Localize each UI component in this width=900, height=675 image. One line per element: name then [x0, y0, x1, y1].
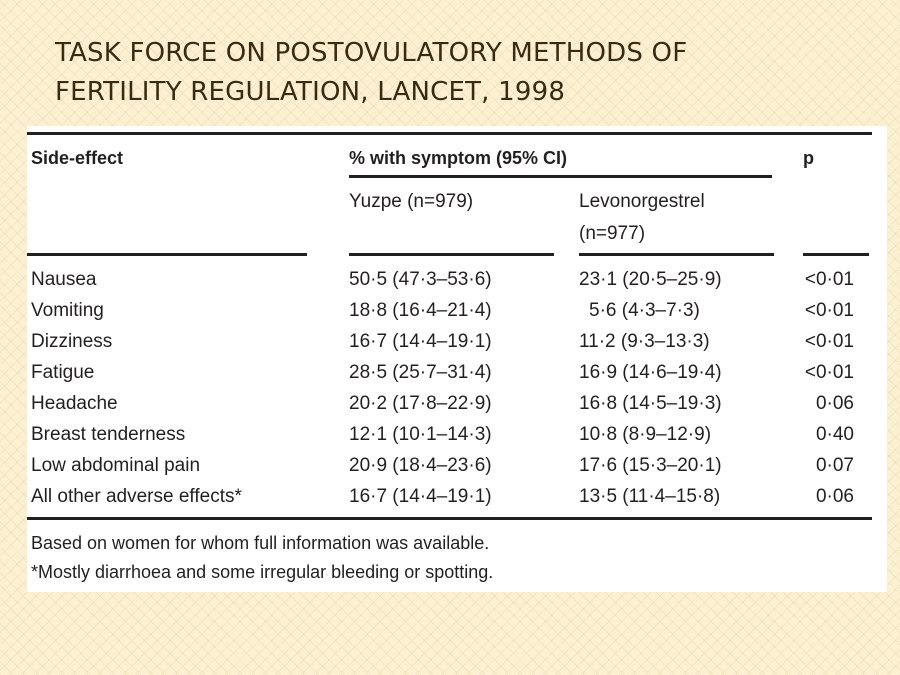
header-side-effect: Side-effect — [31, 148, 124, 168]
table-top-rule — [27, 132, 872, 135]
table-bottom-rule — [27, 517, 872, 520]
row-p: 0·06 — [815, 393, 854, 414]
header-p: p — [803, 148, 814, 168]
row-effect: All other adverse effects* — [31, 486, 242, 507]
row-levo: 17·6 (15·3–20·1) — [579, 455, 722, 476]
row-levo: 5·6 (4·3–7·3) — [589, 300, 700, 321]
header-rule-p — [803, 253, 869, 256]
slide-title-line-2: FERTILITY REGULATION, LANCET, 1998 — [55, 77, 566, 107]
header-pct-with-symptom: % with symptom (95% CI) — [349, 148, 568, 168]
row-yuzpe: 20·2 (17·8–22·9) — [349, 393, 492, 414]
row-effect: Low abdominal pain — [31, 455, 201, 476]
row-effect: Dizziness — [31, 331, 113, 352]
row-p: <0·01 — [804, 300, 854, 321]
header-rule-yuzpe — [349, 253, 554, 256]
table-panel: Side-effect % with symptom (95% CI) p Yu… — [27, 126, 887, 592]
row-yuzpe: 16·7 (14·4–19·1) — [349, 331, 492, 352]
row-yuzpe: 12·1 (10·1–14·3) — [349, 424, 492, 445]
row-effect: Breast tenderness — [31, 424, 186, 445]
header-levonorgestrel-line-2: (n=977) — [579, 223, 646, 244]
header-group-rule — [349, 175, 772, 178]
footnote-information: Based on women for whom full information… — [31, 533, 490, 553]
row-effect: Headache — [31, 393, 118, 414]
header-rule-levo — [579, 253, 774, 256]
header-yuzpe: Yuzpe (n=979) — [349, 191, 474, 212]
row-levo: 16·9 (14·6–19·4) — [579, 362, 722, 383]
row-effect: Vomiting — [31, 300, 104, 321]
slide-title-line-1: TASK FORCE ON POSTOVULATORY METHODS OF — [55, 38, 688, 68]
row-effect: Nausea — [31, 269, 97, 290]
header-rule-side-effect — [27, 253, 307, 256]
footnote-asterisk: *Mostly diarrhoea and some irregular ble… — [31, 562, 494, 582]
row-yuzpe: 20·9 (18·4–23·6) — [349, 455, 492, 476]
row-yuzpe: 16·7 (14·4–19·1) — [349, 486, 492, 507]
header-levonorgestrel-line-1: Levonorgestrel — [579, 191, 705, 212]
row-levo: 10·8 (8·9–12·9) — [579, 424, 712, 445]
slide-title: TASK FORCE ON POSTOVULATORY METHODS OF F… — [55, 34, 855, 112]
row-p: <0·01 — [804, 331, 854, 352]
row-p: <0·01 — [804, 269, 854, 290]
row-levo: 23·1 (20·5–25·9) — [579, 269, 722, 290]
row-effect: Fatigue — [31, 362, 95, 383]
row-yuzpe: 28·5 (25·7–31·4) — [349, 362, 492, 383]
row-p: 0·07 — [815, 455, 854, 476]
row-levo: 13·5 (11·4–15·8) — [579, 486, 721, 507]
row-p: <0·01 — [804, 362, 854, 383]
row-p: 0·06 — [815, 486, 854, 507]
row-levo: 11·2 (9·3–13·3) — [579, 331, 710, 352]
row-yuzpe: 18·8 (16·4–21·4) — [349, 300, 492, 321]
row-p: 0·40 — [815, 424, 854, 445]
row-levo: 16·8 (14·5–19·3) — [579, 393, 722, 414]
row-yuzpe: 50·5 (47·3–53·6) — [349, 269, 492, 290]
